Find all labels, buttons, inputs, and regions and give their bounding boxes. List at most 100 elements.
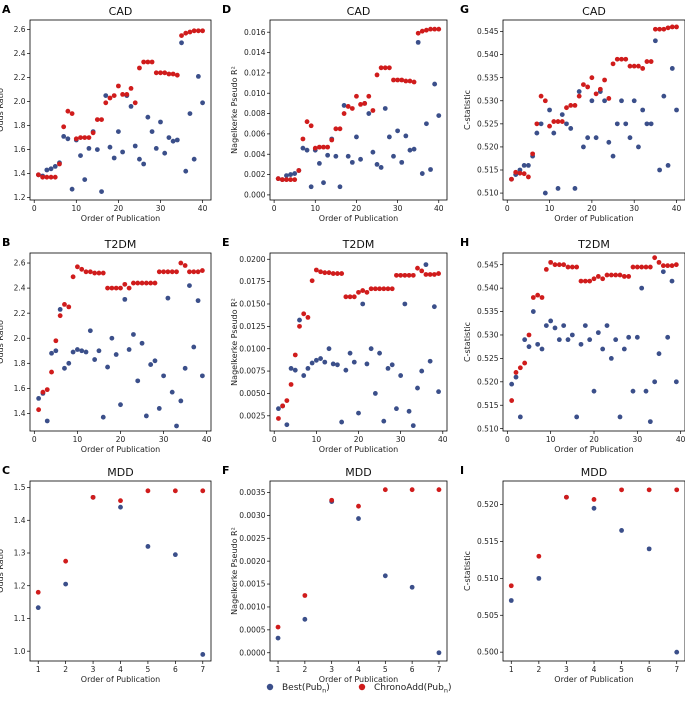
data-point-best bbox=[94, 147, 100, 153]
y-tick-label: 0.004 bbox=[244, 150, 266, 159]
x-tick-label: 20 bbox=[587, 204, 597, 213]
data-point-chronoadd bbox=[179, 33, 184, 38]
data-point-chronoadd bbox=[145, 59, 151, 65]
data-point-best bbox=[57, 307, 63, 312]
data-point-chronoadd bbox=[665, 25, 671, 31]
y-tick-label: 1.3 bbox=[14, 549, 26, 558]
panel-letter-G: G bbox=[460, 3, 469, 16]
data-point-chronoadd bbox=[368, 286, 374, 292]
x-tick-label: 20 bbox=[116, 435, 126, 444]
data-point-best bbox=[411, 146, 417, 152]
data-point-best bbox=[522, 337, 528, 343]
data-point-best bbox=[431, 304, 437, 310]
panel-title: MDD bbox=[107, 466, 133, 479]
data-point-chronoadd bbox=[564, 494, 569, 500]
data-point-best bbox=[542, 190, 548, 196]
panel-letter-E: E bbox=[222, 236, 230, 249]
x-tick-label: 20 bbox=[352, 204, 362, 213]
data-point-best bbox=[576, 89, 582, 94]
data-point-chronoadd bbox=[644, 59, 650, 64]
data-point-chronoadd bbox=[572, 102, 578, 108]
panel-letter-C: C bbox=[2, 464, 10, 477]
data-point-chronoadd bbox=[131, 280, 136, 286]
data-point-chronoadd bbox=[591, 276, 597, 282]
x-tick-label: 7 bbox=[674, 665, 679, 674]
data-point-chronoadd bbox=[61, 124, 67, 130]
data-point-best bbox=[613, 337, 619, 343]
data-point-chronoadd bbox=[381, 286, 387, 292]
data-point-best bbox=[316, 160, 322, 166]
data-point-best bbox=[595, 330, 601, 336]
data-point-best bbox=[652, 38, 658, 44]
y-axis-label: C-statistic bbox=[463, 551, 472, 591]
data-point-chronoadd bbox=[109, 285, 115, 291]
data-point-best bbox=[565, 337, 571, 343]
y-tick-label: 1.4 bbox=[14, 516, 26, 525]
data-point-chronoadd bbox=[322, 270, 328, 276]
y-axis-label: Nagelkerke Pseudo R² bbox=[230, 298, 239, 386]
panel-frame bbox=[502, 19, 685, 201]
data-point-best bbox=[386, 134, 392, 140]
data-point-best bbox=[377, 350, 382, 356]
data-point-best bbox=[572, 186, 578, 191]
data-point-chronoadd bbox=[535, 292, 541, 298]
data-point-chronoadd bbox=[593, 91, 599, 97]
y-tick-label: 2.4 bbox=[14, 284, 26, 293]
data-point-best bbox=[428, 167, 433, 172]
x-tick-label: 40 bbox=[202, 435, 212, 444]
data-point-chronoadd bbox=[183, 30, 189, 36]
data-point-chronoadd bbox=[141, 59, 147, 65]
data-point-best bbox=[48, 166, 54, 172]
x-axis-label: Order of Publication bbox=[554, 445, 633, 454]
y-axis-label: Odds Ratio bbox=[0, 88, 5, 132]
panel-frame bbox=[29, 19, 212, 201]
series-best bbox=[276, 262, 441, 429]
data-point-best bbox=[200, 652, 206, 657]
data-point-best bbox=[419, 171, 425, 176]
data-point-best bbox=[674, 649, 680, 655]
data-point-chronoadd bbox=[377, 286, 382, 292]
data-point-chronoadd bbox=[585, 84, 591, 90]
x-tick-label: 40 bbox=[198, 204, 208, 213]
data-point-best bbox=[559, 112, 565, 118]
data-point-chronoadd bbox=[36, 172, 41, 178]
data-point-chronoadd bbox=[619, 56, 624, 62]
data-point-chronoadd bbox=[389, 286, 395, 292]
data-point-chronoadd bbox=[602, 77, 607, 83]
y-tick-label: 0.530 bbox=[477, 331, 499, 340]
data-point-chronoadd bbox=[569, 264, 575, 270]
data-point-best bbox=[65, 136, 71, 142]
y-tick-label: 2.0 bbox=[14, 334, 26, 343]
y-tick-label: 0.0175 bbox=[239, 277, 265, 286]
data-point-best bbox=[530, 309, 536, 314]
data-point-chronoadd bbox=[362, 100, 368, 106]
data-point-best bbox=[521, 162, 527, 168]
y-tick-label: 0.0030 bbox=[239, 511, 265, 520]
y-tick-label: 0.0100 bbox=[239, 344, 265, 353]
data-point-chronoadd bbox=[436, 26, 442, 32]
x-tick-label: 10 bbox=[312, 435, 322, 444]
x-axis-label: Order of Publication bbox=[554, 214, 633, 223]
data-point-best bbox=[75, 347, 80, 352]
data-point-best bbox=[118, 402, 123, 408]
data-point-best bbox=[525, 162, 531, 168]
data-point-best bbox=[665, 162, 671, 168]
data-point-chronoadd bbox=[165, 269, 171, 275]
data-point-chronoadd bbox=[591, 497, 597, 502]
data-point-best bbox=[36, 396, 42, 401]
y-tick-label: 2.2 bbox=[14, 309, 26, 318]
panel-I: I MDD 1 2 3 4 5 6 7 0.500 0.505 0.510 0.515 0.520 Orde… bbox=[460, 464, 685, 684]
data-point-best bbox=[345, 153, 351, 159]
data-point-chronoadd bbox=[301, 311, 307, 317]
data-point-chronoadd bbox=[627, 63, 633, 69]
x-tick-label: 7 bbox=[200, 665, 205, 674]
data-point-best bbox=[341, 103, 347, 108]
data-point-chronoadd bbox=[565, 264, 571, 270]
data-point-best bbox=[415, 39, 421, 45]
data-point-chronoadd bbox=[73, 136, 79, 142]
data-point-chronoadd bbox=[436, 271, 441, 276]
series-chronoadd bbox=[36, 260, 205, 413]
x-tick-label: 6 bbox=[173, 665, 178, 674]
y-tick-label: 2.0 bbox=[14, 97, 26, 106]
data-point-best bbox=[172, 552, 178, 558]
